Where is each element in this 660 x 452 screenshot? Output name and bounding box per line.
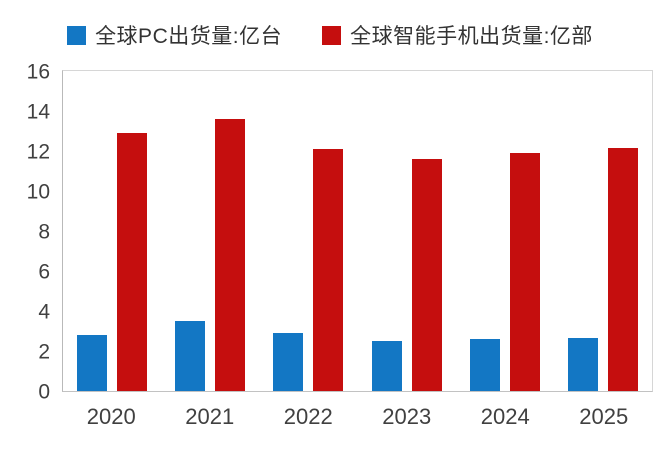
- bar-group-2022: [259, 71, 357, 391]
- x-tick-label-2021: 2021: [185, 404, 235, 429]
- pc-series-label: 全球PC出货量:亿台: [95, 25, 283, 48]
- bar-pc-2022: [273, 333, 304, 391]
- bar-pc-2021: [175, 321, 206, 391]
- y-tick-label-0: 0: [38, 380, 50, 404]
- bar-smartphone-2024: [509, 153, 540, 391]
- y-tick-label-10: 10: [26, 180, 50, 204]
- y-tick-label-2: 2: [38, 340, 50, 364]
- x-tick-label-2020: 2020: [86, 404, 136, 429]
- x-tick-label-2024: 2024: [480, 404, 530, 429]
- bar-group-2020: [63, 71, 161, 391]
- x-axis: 2020 2021 2022 2023 2024 2025: [62, 404, 653, 430]
- legend: 全球PC出货量:亿台 全球智能手机出货量:亿部: [0, 20, 660, 50]
- plot-area: [62, 70, 653, 392]
- smartphone-series-swatch: [322, 25, 342, 45]
- bar-pc-2020: [77, 335, 108, 391]
- bar-group-2021: [161, 71, 259, 391]
- bar-pc-2025: [567, 338, 598, 391]
- x-tick-label-2023: 2023: [382, 404, 432, 429]
- bar-group-2025: [554, 71, 652, 391]
- bar-smartphone-2020: [117, 133, 148, 391]
- y-tick-label-4: 4: [38, 300, 50, 324]
- x-tick-label-2025: 2025: [579, 404, 629, 429]
- x-tick-label-2022: 2022: [283, 404, 333, 429]
- y-tick-label-14: 14: [26, 100, 50, 124]
- bar-smartphone-2022: [313, 149, 344, 391]
- pc-series-swatch: [67, 25, 87, 45]
- legend-item-pc: 全球PC出货量:亿台: [67, 20, 282, 50]
- y-tick-label-6: 6: [38, 260, 50, 284]
- bar-group-2023: [358, 71, 456, 391]
- bar-group-2024: [456, 71, 554, 391]
- bar-pc-2024: [469, 339, 500, 391]
- bar-smartphone-2021: [215, 119, 246, 391]
- y-tick-label-16: 16: [26, 60, 50, 84]
- y-axis: 0 2 4 6 8 10 12 14 16: [0, 62, 50, 403]
- smartphone-series-label: 全球智能手机出货量:亿部: [350, 25, 593, 48]
- bar-smartphone-2025: [607, 148, 638, 391]
- y-tick-label-12: 12: [26, 140, 50, 164]
- legend-item-smartphone: 全球智能手机出货量:亿部: [322, 20, 593, 50]
- bar-smartphone-2023: [411, 159, 442, 391]
- y-tick-label-8: 8: [38, 220, 50, 244]
- bar-pc-2023: [371, 341, 402, 391]
